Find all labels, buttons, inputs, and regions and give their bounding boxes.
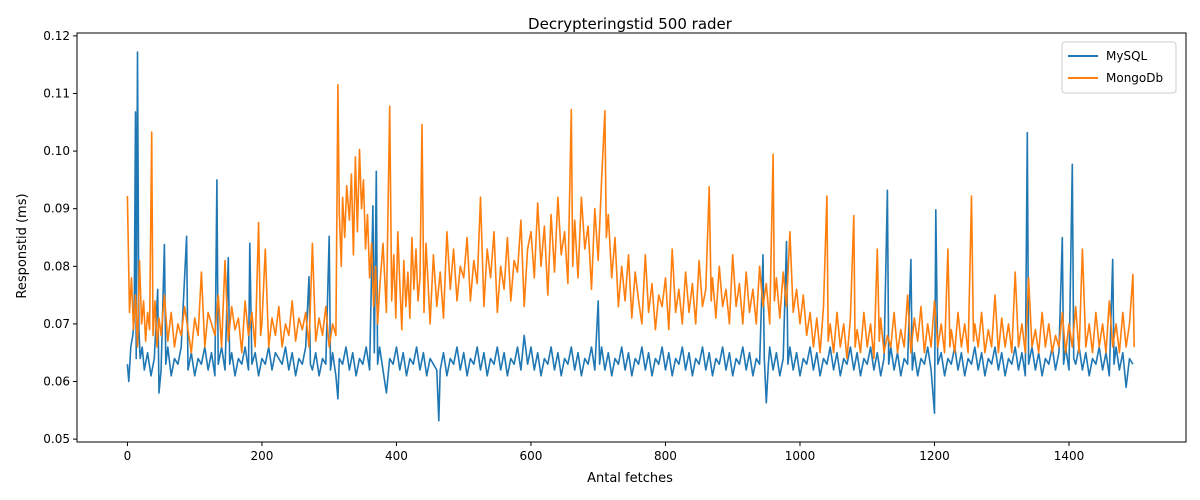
x-axis: 0 200 400 600 800 1000 1200 1400 <box>124 442 1085 463</box>
legend-label-mongodb: MongoDb <box>1106 71 1163 85</box>
plot-frame <box>76 32 1187 443</box>
x-tick-label: 200 <box>250 449 273 463</box>
x-axis-label: Antal fetches <box>587 471 673 486</box>
series-line-mysql <box>126 51 1134 422</box>
y-axis-label: Responstid (ms) <box>15 193 30 298</box>
x-tick-label: 1000 <box>785 449 816 463</box>
y-tick-label: 0.11 <box>43 86 70 100</box>
y-tick-label: 0.08 <box>43 259 70 273</box>
x-tick-label: 0 <box>124 449 132 463</box>
x-tick-label: 1400 <box>1054 449 1085 463</box>
x-tick-label: 1200 <box>919 449 950 463</box>
y-tick-label: 0.12 <box>43 29 70 43</box>
x-tick-label: 800 <box>654 449 677 463</box>
y-tick-label: 0.05 <box>43 432 70 446</box>
x-tick-label: 600 <box>520 449 543 463</box>
legend-label-mysql: MySQL <box>1106 49 1148 63</box>
y-tick-label: 0.06 <box>43 375 70 389</box>
legend: MySQL MongoDb <box>1061 41 1177 94</box>
series-line-mongodb <box>126 84 1135 360</box>
y-tick-label: 0.10 <box>43 144 70 158</box>
plot-area <box>77 33 1186 442</box>
y-tick-label: 0.09 <box>43 202 70 216</box>
series-layer <box>126 51 1135 422</box>
legend-box <box>1061 41 1177 94</box>
chart-title: Decrypteringstid 500 rader <box>528 15 733 33</box>
y-tick-label: 0.07 <box>43 317 70 331</box>
y-axis: 0.05 0.06 0.07 0.08 0.09 0.10 0.11 0.12 <box>43 29 77 446</box>
x-tick-label: 400 <box>385 449 408 463</box>
